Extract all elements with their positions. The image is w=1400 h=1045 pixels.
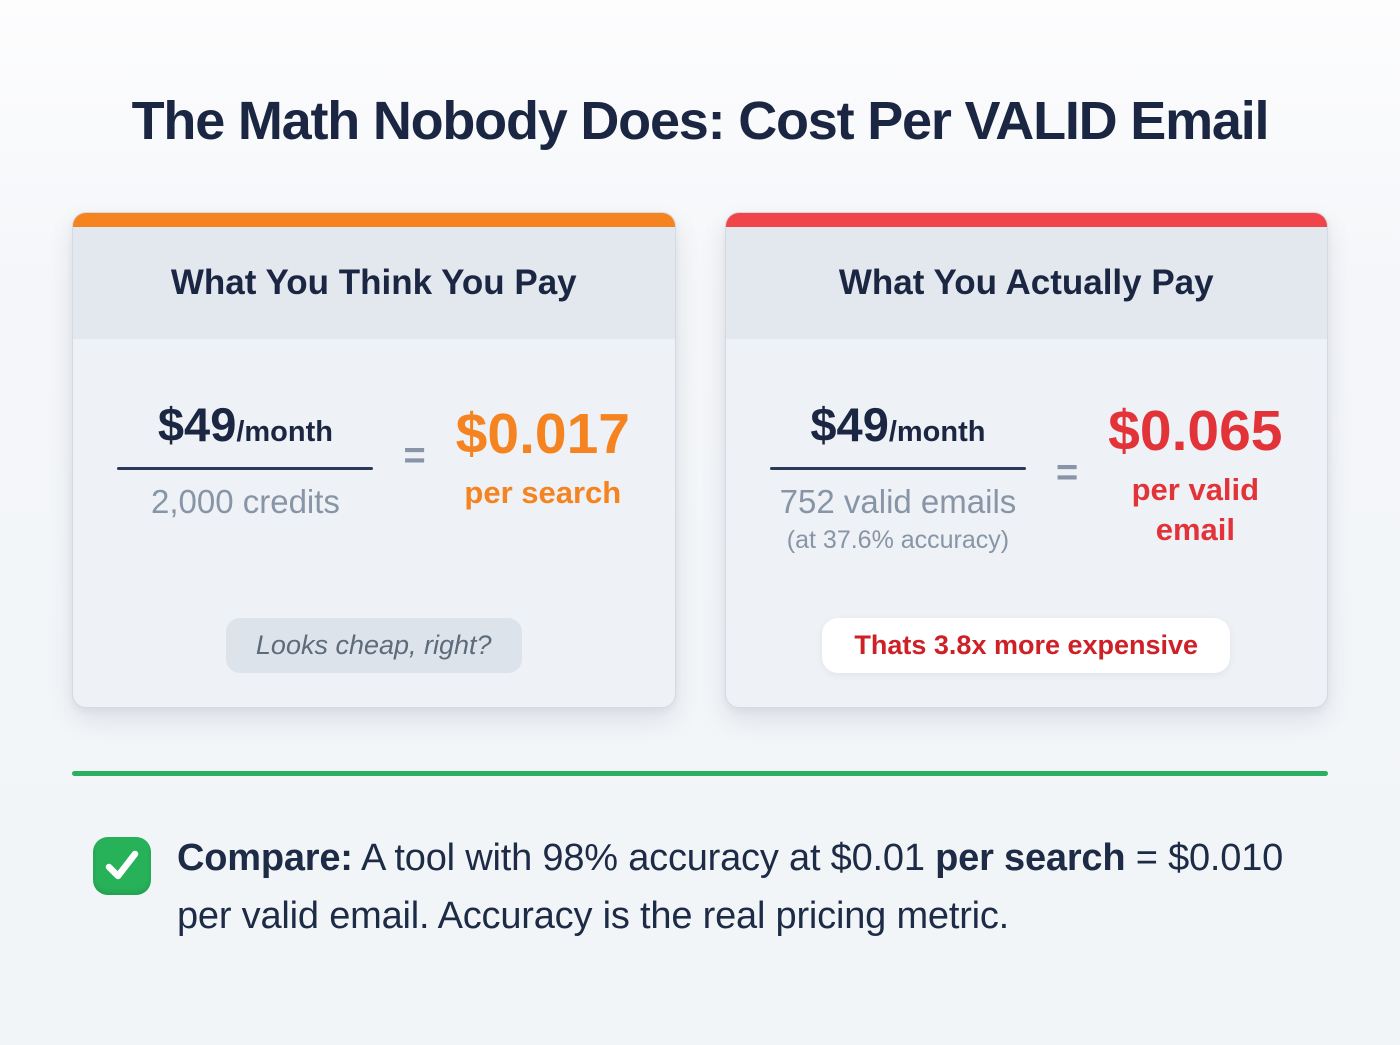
compare-per-search: per search	[935, 837, 1126, 879]
card-right-header: What You Actually Pay	[725, 227, 1327, 339]
green-divider	[72, 771, 1328, 776]
card-right-result-value: $0.065	[1108, 398, 1283, 463]
card-actually-pay: What You Actually Pay $49/month 752 vali…	[724, 212, 1328, 708]
card-left-result-value: $0.017	[455, 401, 631, 466]
card-left-result-unit: per search	[464, 474, 622, 510]
compare-label: Compare:	[177, 837, 353, 879]
card-right-denominator: 752 valid emails	[779, 483, 1017, 520]
comparison-cards: What You Think You Pay $49/month 2,000 c…	[72, 212, 1328, 708]
red-accent-bar	[725, 213, 1327, 227]
looks-cheap-note: Looks cheap, right?	[225, 618, 522, 673]
card-right-price-suffix: /month	[888, 416, 986, 448]
check-icon	[93, 837, 151, 895]
card-right-result: $0.065 per valid email	[1108, 398, 1283, 550]
compare-footer: Compare: A tool with 98% accuracy at $0.…	[93, 830, 1333, 946]
card-left-price: $49	[157, 398, 237, 451]
card-right-result-unit: per valid email	[1131, 471, 1260, 547]
orange-accent-bar	[73, 213, 675, 227]
card-left-price-suffix: /month	[236, 416, 333, 448]
card-left-header: What You Think You Pay	[73, 227, 675, 339]
card-right-numerator: $49/month	[810, 397, 985, 452]
compare-segment-2: = $0.010 per valid email. Accuracy is th…	[177, 837, 1284, 937]
compare-text: Compare: A tool with 98% accuracy at $0.…	[177, 830, 1333, 946]
card-left-result: $0.017 per search	[455, 401, 631, 513]
fraction-line	[117, 467, 374, 470]
fraction-line	[769, 467, 1026, 470]
compare-segment-1: A tool with 98% accuracy at $0.01	[352, 837, 936, 879]
card-right-price: $49	[810, 398, 889, 451]
more-expensive-badge: Thats 3.8x more expensive	[822, 618, 1231, 673]
equals-sign: =	[1055, 451, 1079, 494]
card-left-denominator: 2,000 credits	[150, 483, 340, 520]
equals-sign: =	[403, 434, 426, 477]
card-left-fraction: $49/month 2,000 credits	[117, 397, 374, 521]
card-left-numerator: $49/month	[158, 397, 333, 452]
card-right-equation: $49/month 752 valid emails (at 37.6% acc…	[746, 397, 1308, 555]
page-title: The Math Nobody Does: Cost Per VALID Ema…	[131, 91, 1270, 151]
card-think-you-pay: What You Think You Pay $49/month 2,000 c…	[72, 212, 676, 708]
card-right-fraction: $49/month 752 valid emails (at 37.6% acc…	[769, 397, 1026, 555]
accuracy-note: (at 37.6% accuracy)	[786, 526, 1010, 554]
card-left-equation: $49/month 2,000 credits = $0.017 per sea…	[93, 397, 655, 521]
card-right-body: $49/month 752 valid emails (at 37.6% acc…	[726, 339, 1328, 707]
card-left-body: $49/month 2,000 credits = $0.017 per sea…	[73, 339, 675, 707]
